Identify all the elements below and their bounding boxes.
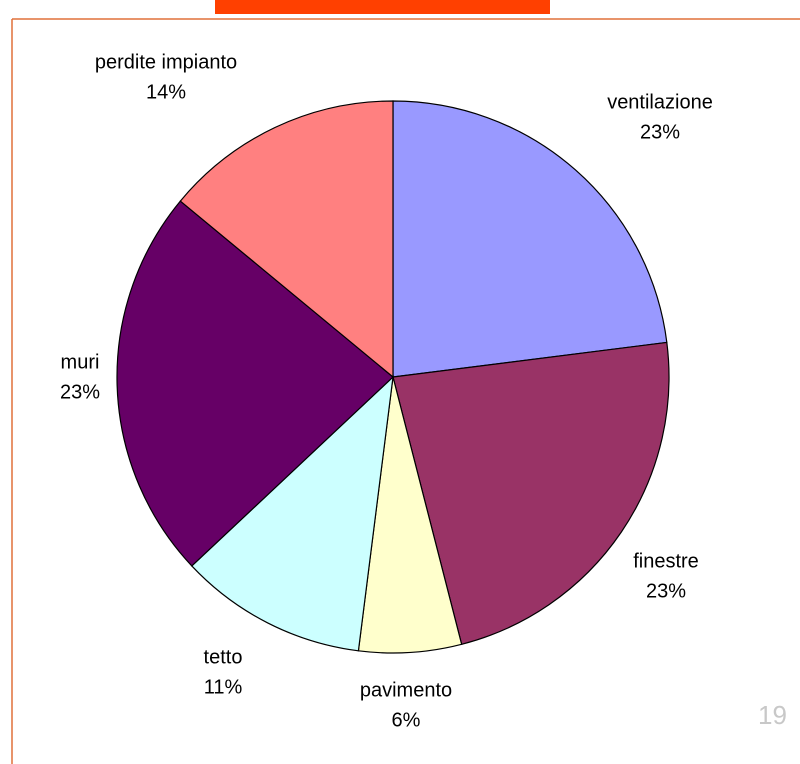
slice-label: muri [61,351,100,373]
pie-slice [179,100,394,379]
page-number: 19 [758,700,787,730]
pie-slice [392,100,668,378]
slice-value-label: 11% [204,676,243,698]
slice-value-label: 6% [392,709,421,731]
pie-slice [116,200,394,567]
slice-value-label: 23% [640,121,680,143]
slice-label: pavimento [360,679,452,701]
title-bar [215,0,550,14]
slice-label: perdite impianto [95,51,237,73]
slice-value-label: 23% [646,580,686,602]
slice-value-label: 23% [60,381,100,403]
pie: ventilazione 23% finestre 23% pavimento 6% tet… [60,51,713,731]
slice-label: finestre [633,550,699,572]
slice-label: tetto [204,646,243,668]
slice-label: ventilazione [607,91,713,113]
pie-slice [392,341,670,646]
slice-value-label: 14% [146,81,186,103]
pie-slice [190,375,394,652]
